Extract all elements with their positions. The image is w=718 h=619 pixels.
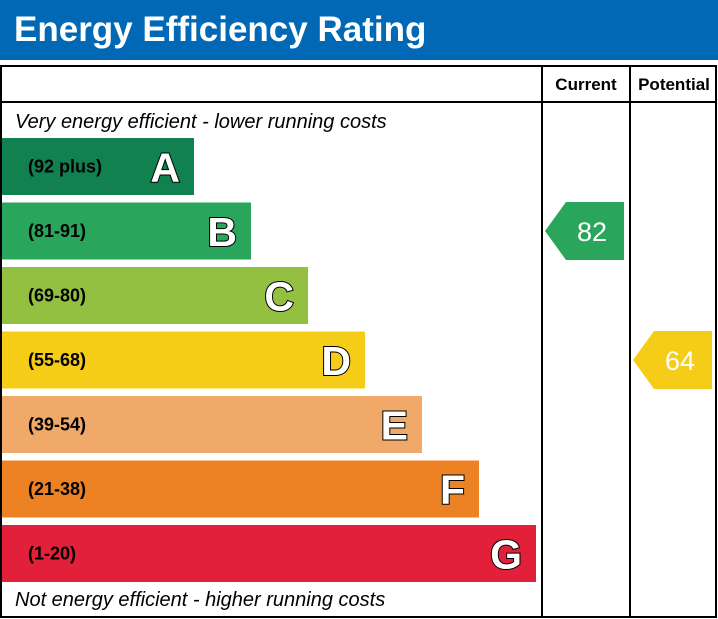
current-column-header: Current: [555, 75, 617, 94]
potential-rating-value: 64: [665, 346, 695, 376]
band-a: (92 plus) A: [2, 138, 194, 195]
band-range-label: (21-38): [28, 479, 86, 499]
bottom-note: Not energy efficient - higher running co…: [15, 589, 385, 611]
band-bar: [2, 525, 536, 582]
band-letter: B: [207, 209, 237, 255]
current-rating-arrow: [545, 202, 624, 260]
band-f: (21-38) F: [2, 460, 479, 518]
band-letter: C: [264, 274, 294, 320]
band-letter: D: [321, 338, 351, 384]
potential-column-header: Potential: [638, 75, 710, 94]
current-rating: 82: [545, 202, 624, 260]
page-title: Energy Efficiency Rating: [14, 10, 427, 49]
band-b: (81-91) B: [2, 202, 251, 260]
band-g: (1-20) G: [2, 525, 536, 582]
band-bar: [2, 202, 251, 260]
band-bar: [2, 331, 365, 389]
band-letter: G: [490, 532, 522, 578]
band-e: (39-54) E: [2, 396, 422, 453]
band-range-label: (69-80): [28, 286, 86, 306]
chart-frame: [0, 65, 717, 618]
band-range-label: (39-54): [28, 415, 86, 435]
band-letter: E: [381, 403, 408, 449]
potential-rating: 64: [633, 331, 712, 389]
rating-bands: (92 plus) A (81-91) B (69-80) C (55-68) D (39-54…: [2, 138, 536, 582]
band-letter: A: [150, 145, 180, 191]
band-bar: [2, 396, 422, 453]
rating-markers: 82 64: [545, 202, 712, 389]
band-c: (69-80) C: [2, 267, 308, 324]
band-bar: [2, 460, 479, 518]
current-rating-value: 82: [577, 217, 607, 247]
band-range-label: (1-20): [28, 544, 76, 564]
band-range-label: (81-91): [28, 221, 86, 241]
band-d: (55-68) D: [2, 331, 365, 389]
potential-rating-arrow: [633, 331, 712, 389]
header-bar: Energy Efficiency Rating: [0, 0, 718, 60]
top-note: Very energy efficient - lower running co…: [15, 111, 387, 133]
band-bar: [2, 138, 194, 195]
band-letter: F: [440, 467, 465, 513]
band-range-label: (92 plus): [28, 157, 102, 177]
band-bar: [2, 267, 308, 324]
band-range-label: (55-68): [28, 350, 86, 370]
